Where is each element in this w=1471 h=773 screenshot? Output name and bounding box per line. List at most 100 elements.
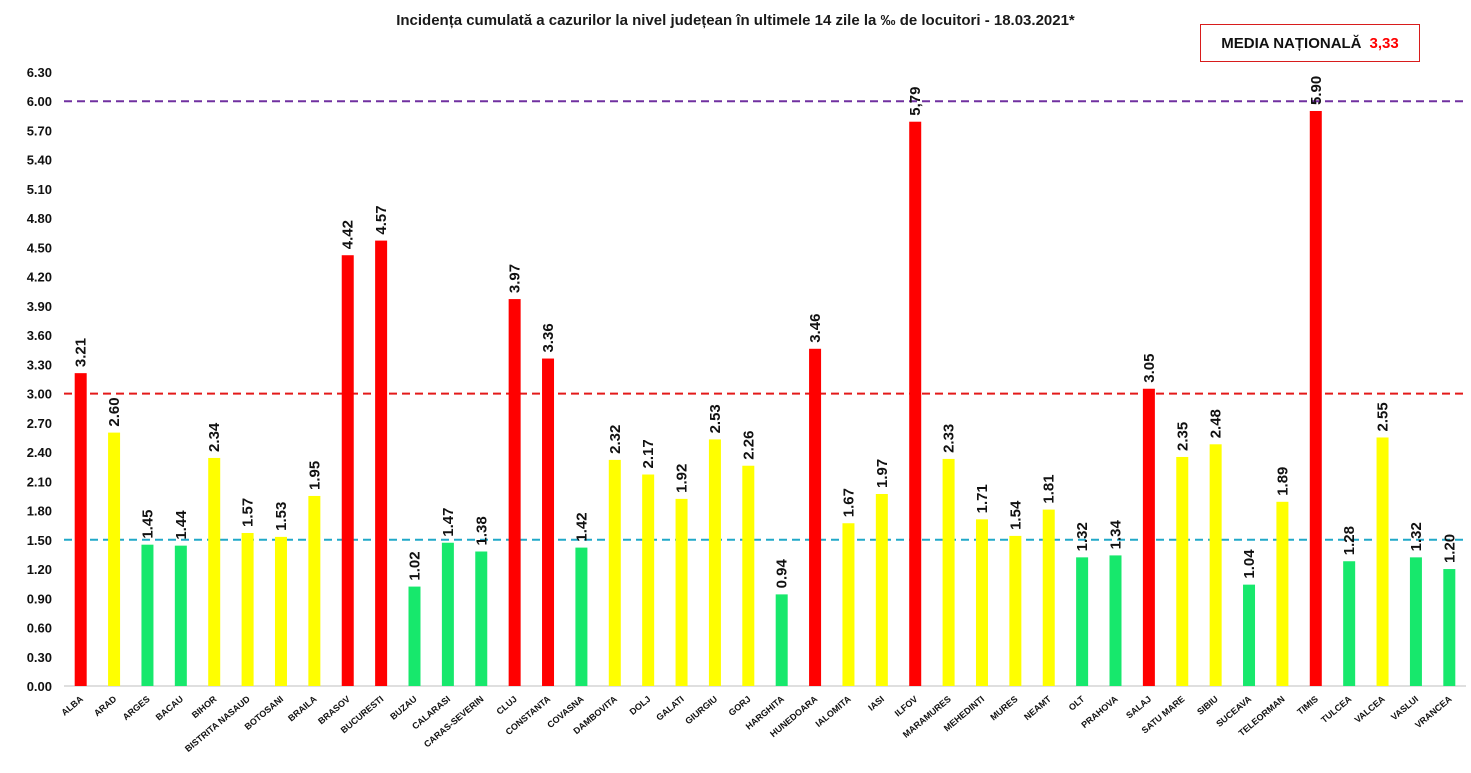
value-labels: 3.21 2.60 1.45 1.44 2.34 1.57 1.53 1.95 4.42 4.57…	[73, 76, 1459, 589]
threshold-lines	[64, 100, 1466, 541]
bar	[542, 358, 555, 686]
bar-value-label: 1.32	[1408, 522, 1425, 551]
category-label: PRAHOVA	[1079, 694, 1120, 730]
category-label: SALAJ	[1124, 694, 1153, 721]
national-average-label: MEDIA NAȚIONALĂ	[1221, 34, 1362, 52]
bar-value-label: 2.26	[740, 431, 757, 460]
bar-value-label: 1.20	[1441, 534, 1458, 563]
y-tick-label: 0.30	[27, 650, 52, 665]
bar-value-label: 1.81	[1041, 474, 1058, 503]
category-label: IASI	[866, 694, 886, 713]
bar	[942, 458, 955, 686]
bars	[74, 110, 1456, 686]
bar-value-label: 1.42	[573, 512, 590, 541]
bar	[1243, 584, 1256, 686]
bar-value-label: 5.90	[1308, 76, 1325, 105]
bar-value-label: 1.02	[407, 551, 424, 580]
bar-value-label: 3.46	[807, 314, 824, 343]
category-label: GIURGIU	[683, 694, 719, 726]
bar	[1276, 501, 1289, 686]
y-tick-label: 0.00	[27, 679, 52, 694]
bar-value-label: 1.97	[874, 459, 891, 488]
bar-value-label: 1.92	[674, 464, 691, 493]
bar	[675, 498, 688, 686]
y-tick-label: 5.70	[27, 123, 52, 138]
bar	[1142, 388, 1155, 686]
bar	[475, 551, 488, 686]
category-label: CLUJ	[494, 694, 518, 717]
bar	[842, 523, 855, 686]
y-tick-label: 3.00	[27, 387, 52, 402]
bar	[975, 519, 988, 686]
y-tick-label: 2.70	[27, 416, 52, 431]
bar	[274, 536, 287, 686]
bar-value-label: 0.94	[774, 559, 791, 589]
y-tick-label: 1.20	[27, 562, 52, 577]
bar-value-label: 1.47	[440, 508, 457, 537]
bar	[642, 474, 655, 686]
bar-value-label: 1.71	[974, 484, 991, 513]
category-label: VALCEA	[1353, 694, 1388, 725]
y-tick-label: 3.90	[27, 299, 52, 314]
bar	[742, 465, 755, 686]
y-tick-label: 6.00	[27, 94, 52, 109]
bar-value-label: 2.17	[640, 439, 657, 468]
bar	[1309, 110, 1322, 686]
bar-value-label: 1.67	[840, 488, 857, 517]
national-average-value: 3,33	[1369, 34, 1399, 52]
category-label: GALATI	[654, 694, 686, 723]
bar	[241, 532, 254, 686]
bar	[875, 494, 888, 686]
category-label: ARGES	[121, 694, 152, 722]
y-tick-label: 1.50	[27, 533, 52, 548]
bar-value-label: 5,79	[907, 87, 924, 116]
bar-value-label: 1.54	[1007, 500, 1024, 530]
bar-value-label: 1.32	[1074, 522, 1091, 551]
bar	[308, 495, 321, 686]
bar-value-label: 1.34	[1108, 520, 1125, 550]
bar	[1076, 557, 1089, 686]
bar	[1009, 535, 1022, 686]
y-tick-label: 5.40	[27, 153, 52, 168]
bar-value-label: 1.57	[240, 498, 257, 527]
y-tick-label: 4.20	[27, 270, 52, 285]
y-axis: 0.00 0.30 0.60 0.90 1.20 1.50 1.80 2.10 2.40 2.70…	[27, 65, 1466, 694]
bar-value-label: 2.53	[707, 404, 724, 433]
y-tick-label: 1.80	[27, 504, 52, 519]
bar-value-label: 1.45	[139, 509, 156, 538]
category-label: BIHOR	[190, 694, 219, 721]
category-label: BACAU	[154, 694, 185, 723]
category-label: TULCEA	[1319, 694, 1354, 725]
category-label: DOLJ	[628, 694, 653, 717]
bar-value-label: 2.55	[1375, 402, 1392, 431]
bar	[1443, 569, 1456, 686]
y-tick-label: 5.10	[27, 182, 52, 197]
category-label: IALOMITA	[814, 694, 854, 730]
bar-value-label: 4.57	[373, 205, 390, 234]
bar-value-label: 4.42	[340, 220, 357, 249]
bar	[1176, 456, 1189, 686]
category-label: OLT	[1067, 694, 1087, 713]
national-average-box: MEDIA NAȚIONALĂ 3,33	[1200, 24, 1420, 62]
bar-value-label: 2.35	[1174, 422, 1191, 451]
bar-value-label: 1.44	[173, 510, 190, 540]
y-tick-label: 0.90	[27, 591, 52, 606]
bar	[708, 439, 721, 686]
bar	[1209, 444, 1222, 686]
bar	[208, 457, 221, 686]
bar	[441, 542, 454, 686]
y-tick-label: 4.50	[27, 240, 52, 255]
chart-title: Incidența cumulată a cazurilor la nivel …	[396, 12, 1075, 29]
bar-value-label: 2.33	[941, 424, 958, 453]
y-tick-label: 2.40	[27, 445, 52, 460]
bar	[375, 240, 388, 686]
category-label: BRAILA	[286, 694, 319, 724]
bar-value-label: 3.21	[73, 338, 90, 367]
category-label: MURES	[988, 694, 1019, 723]
category-label: ILFOV	[893, 694, 920, 719]
category-label: NEAMT	[1022, 694, 1053, 723]
bar-value-label: 3.97	[507, 264, 524, 293]
bar-value-label: 1.95	[306, 461, 323, 490]
category-label: CARAS-SEVERIN	[422, 694, 486, 750]
